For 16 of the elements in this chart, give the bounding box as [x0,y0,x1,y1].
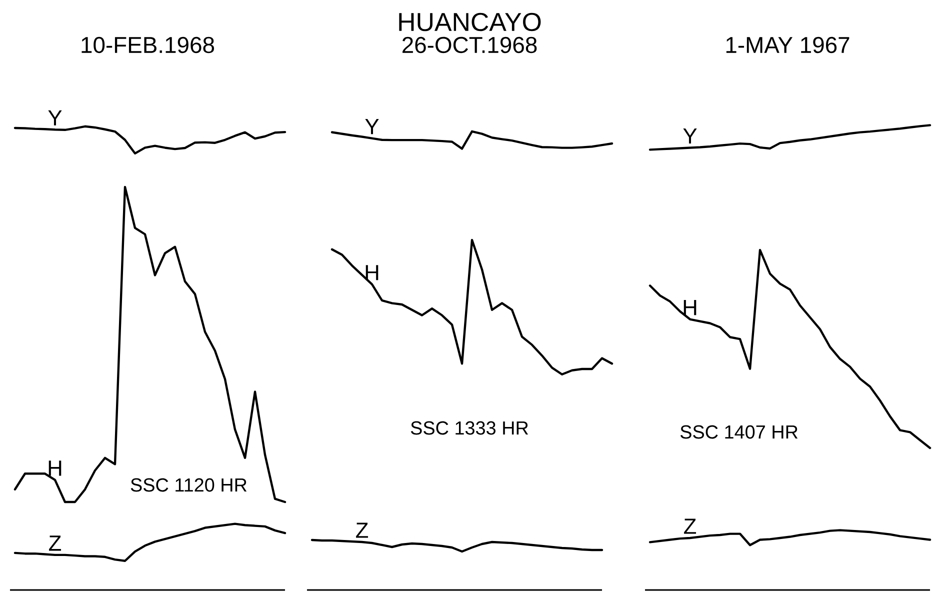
text: SSC 1333 HR [410,421,528,435]
series-label: Y [683,128,697,144]
series-label: Z [49,536,62,551]
series-label: Z [684,518,696,534]
series-label: H [48,460,62,476]
series-label: H [366,265,378,280]
series-label: Y [48,110,62,126]
chart-subtitle: 26-OCT.1968 [402,36,537,54]
series-label: Z [356,522,368,538]
chart-title: 1-MAY 1967 [726,36,850,54]
chart-title: 10-FEB.1968 [82,36,214,54]
annotation: SSC 1407 HR [680,425,798,439]
series-label: Y [365,119,379,134]
chart-title: HUANCAYO [399,12,541,32]
annotation: SSC 1120 HR [130,478,247,492]
series-label: H [684,300,696,316]
